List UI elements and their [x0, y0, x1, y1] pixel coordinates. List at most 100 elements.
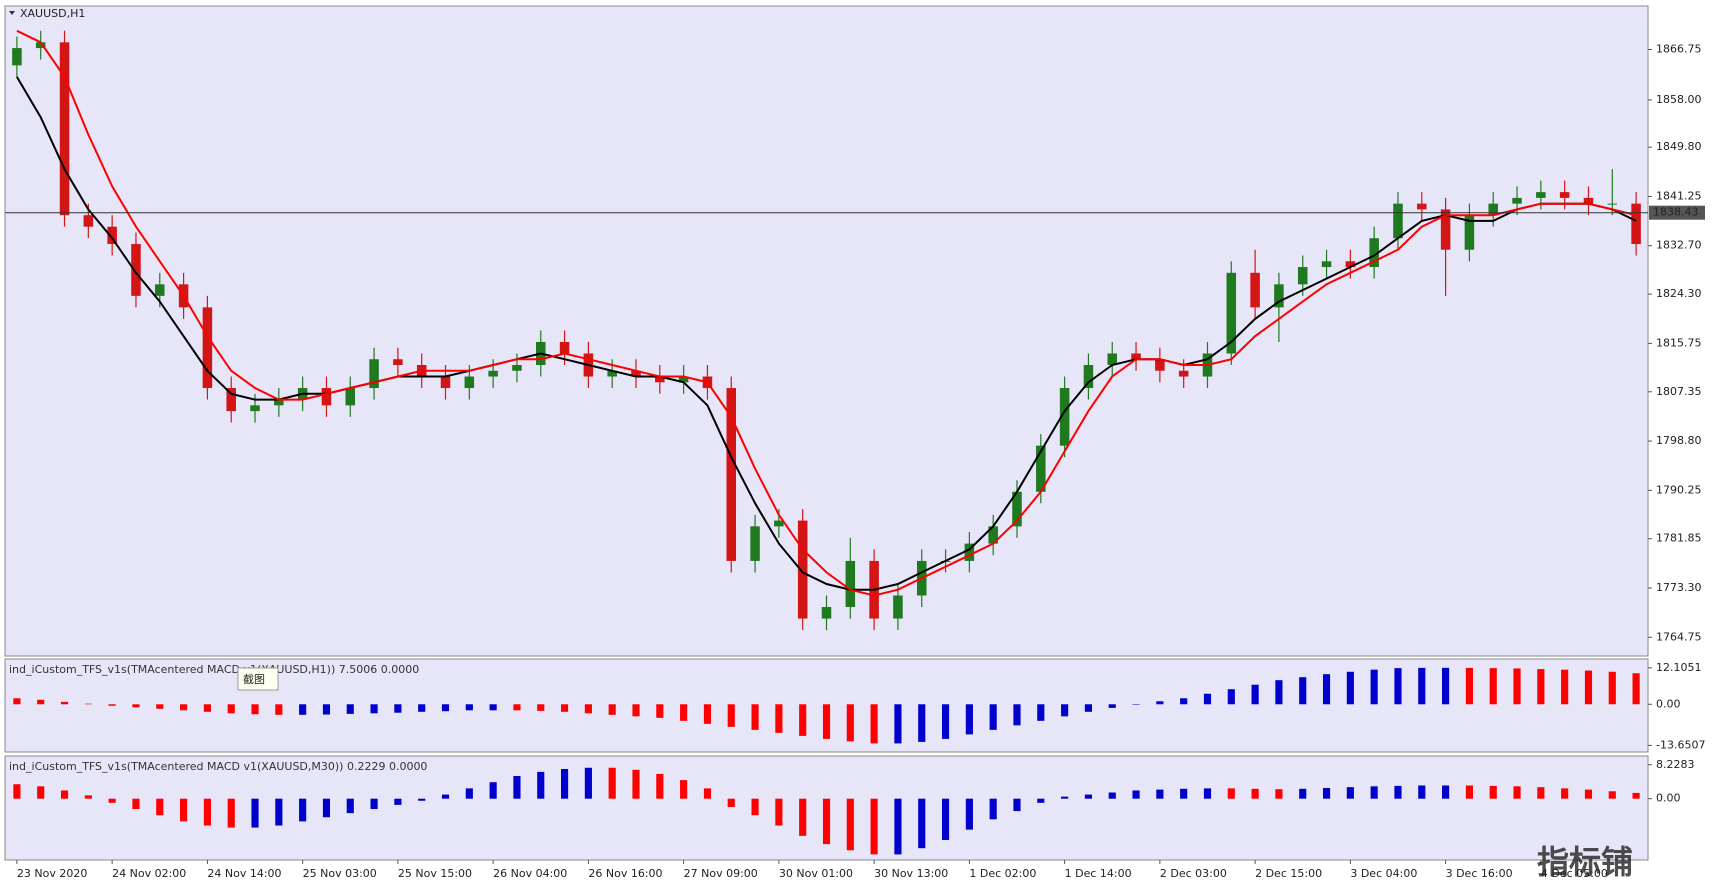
candle-body [1512, 197, 1522, 204]
histogram-bar [703, 788, 712, 799]
histogram-bar [227, 798, 235, 828]
candle-body [1536, 192, 1546, 198]
histogram-bar [775, 798, 783, 826]
histogram-bar [1037, 704, 1045, 721]
candle-body [1155, 359, 1165, 371]
candle-body [1297, 267, 1308, 285]
x-tick-label: 1 Dec 14:00 [1065, 867, 1132, 880]
histogram-bar [465, 704, 473, 711]
histogram-bar [180, 798, 188, 822]
histogram-bar [299, 798, 307, 822]
histogram-bar [584, 767, 592, 799]
histogram-bar [203, 798, 211, 826]
histogram-bar [751, 798, 759, 816]
histogram-bar [108, 798, 116, 803]
histogram-bar [1322, 787, 1331, 799]
histogram-bar [608, 704, 616, 715]
candle-body [988, 526, 998, 544]
histogram-bar [965, 798, 973, 830]
histogram-bar [322, 798, 331, 818]
main-panel [4, 5, 1649, 657]
candle-body [1464, 215, 1475, 250]
x-tick-label: 27 Nov 09:00 [684, 867, 758, 880]
histogram-bar [1346, 671, 1354, 705]
x-tick-label: 3 Dec 04:00 [1350, 867, 1417, 880]
candle-body [964, 543, 975, 561]
y-tick-label: 1824.30 [1656, 287, 1702, 300]
histogram-bar [37, 786, 45, 799]
y-tick-label: 1798.80 [1656, 434, 1702, 447]
histogram-bar [1180, 788, 1188, 799]
histogram-bar [1465, 667, 1473, 705]
histogram-bar [1156, 789, 1164, 799]
histogram-bar [1037, 798, 1045, 803]
x-tick-label: 2 Dec 03:00 [1160, 867, 1227, 880]
candle-body [1583, 197, 1594, 204]
histogram-bar [465, 788, 473, 799]
histogram-bar [346, 798, 354, 814]
histogram-bar [1370, 786, 1378, 799]
x-tick-label: 25 Nov 03:00 [303, 867, 377, 880]
histogram-bar [1608, 671, 1616, 705]
candle-body [1036, 445, 1046, 492]
y-tick-label: 1815.75 [1656, 336, 1702, 349]
y-tick-label: 1866.75 [1656, 43, 1702, 56]
y-tick-label: 1764.75 [1656, 630, 1702, 643]
histogram-bar [418, 798, 426, 801]
histogram-bar [989, 798, 997, 820]
histogram-bar [84, 795, 92, 799]
watermark: 指标铺 [1537, 843, 1633, 881]
histogram-bar [1013, 704, 1021, 726]
histogram-bar [1561, 788, 1569, 799]
x-tick-label: 30 Nov 01:00 [779, 867, 853, 880]
histogram-bar [1227, 689, 1235, 705]
candle-body [1321, 261, 1332, 268]
histogram-bar [394, 798, 402, 805]
histogram-bar [180, 704, 188, 711]
y-tick-label: 1841.25 [1656, 189, 1702, 202]
candle-body [1440, 209, 1451, 250]
candle-body [726, 388, 737, 561]
y-tick-label: 0.00 [1656, 697, 1681, 710]
histogram-bar [1132, 704, 1140, 705]
candle-body [1083, 364, 1094, 389]
histogram-bar [251, 798, 259, 828]
candle-body [464, 376, 475, 389]
y-tick-label: 1807.35 [1656, 385, 1702, 398]
histogram-bar [870, 704, 878, 744]
candle-body [1631, 203, 1641, 244]
price-box [1649, 205, 1705, 220]
histogram-bar [941, 704, 950, 739]
histogram-bar [251, 704, 259, 715]
histogram-bar [727, 704, 735, 727]
candle-body [1131, 353, 1141, 360]
histogram-bar [846, 798, 854, 851]
histogram-bar [394, 704, 402, 713]
candle-body [59, 42, 70, 216]
histogram-bar [1561, 669, 1569, 705]
candle-body [1369, 238, 1379, 268]
candle-body [1488, 203, 1498, 216]
histogram-bar [822, 704, 831, 739]
x-tick-label: 26 Nov 04:00 [493, 867, 567, 880]
histogram-bar [1346, 787, 1354, 799]
histogram-bar [60, 701, 69, 705]
histogram-bar [870, 798, 878, 855]
histogram-bar [227, 704, 235, 714]
candle-body [512, 364, 522, 371]
ma-line [16, 76, 1637, 591]
tooltip-box [237, 667, 279, 691]
y-tick-label: 1849.80 [1656, 140, 1702, 153]
histogram-bar [680, 780, 688, 799]
histogram-bar [441, 704, 450, 712]
histogram-bar [894, 798, 902, 855]
histogram-bar [275, 704, 283, 715]
histogram-bar [1418, 667, 1426, 705]
histogram-bar [894, 704, 902, 744]
candle-body [1250, 272, 1260, 308]
histogram-bar [680, 704, 688, 721]
candle-body [1226, 272, 1237, 354]
candle-body [678, 376, 689, 383]
histogram-bar [489, 782, 497, 799]
histogram-bar [1299, 788, 1307, 799]
